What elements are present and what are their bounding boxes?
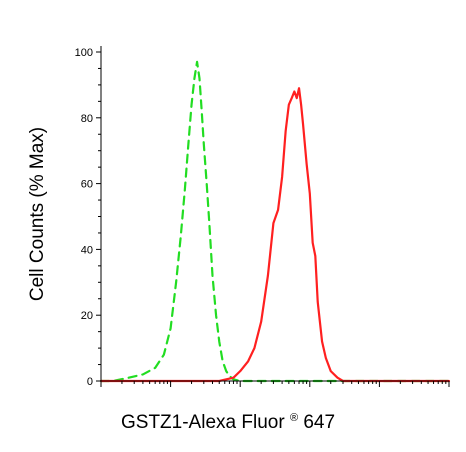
y-tick-label: 0: [87, 376, 93, 388]
y-tick-label: 20: [81, 310, 93, 322]
series-line-isotype-control: [99, 60, 451, 383]
y-tick-label: 80: [81, 113, 93, 125]
x-axis-label-main: GSTZ1-Alexa Fluor: [121, 412, 285, 433]
y-tick-label: 100: [75, 47, 93, 59]
x-axis-label: GSTZ1-Alexa Fluor ® 647: [121, 405, 335, 433]
plot-area: [99, 60, 451, 383]
axes: 0 20 40 60 80 100: [75, 46, 450, 388]
y-axis-label: Cell Counts (% Max): [27, 127, 48, 301]
y-tick-label: 40: [81, 244, 93, 256]
y-tick-label: 60: [81, 179, 93, 191]
x-axis-label-tail: 647: [303, 412, 335, 433]
series-line-gstz1: [99, 87, 451, 383]
x-axis-label-registered-mark: ®: [290, 412, 298, 424]
